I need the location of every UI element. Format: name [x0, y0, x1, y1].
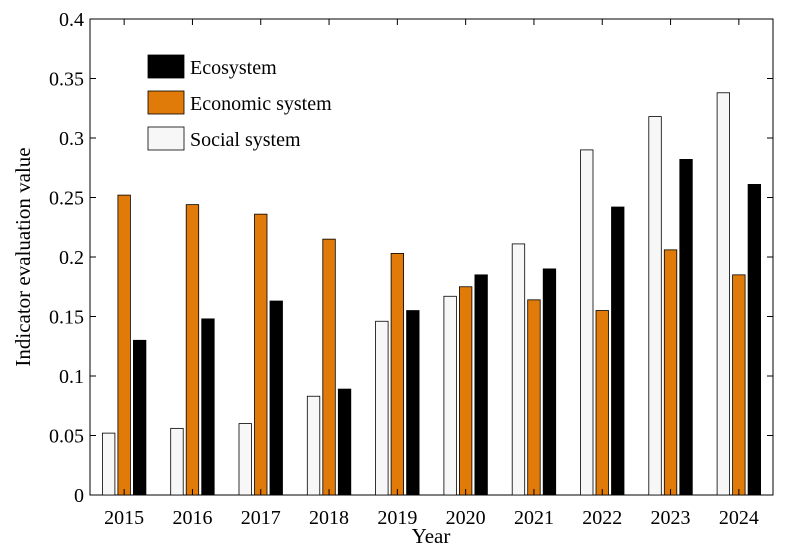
- bar-economic-system-2024: [732, 274, 746, 496]
- x-tick-label: 2018: [309, 507, 349, 529]
- bar-ecosystem-2023: [679, 159, 693, 496]
- bar-economic-system-2017: [254, 213, 268, 496]
- bar-social-system-2022: [580, 149, 594, 496]
- y-tick-label: 0.25: [49, 188, 84, 210]
- y-tick-label: 0.15: [49, 307, 84, 329]
- bar-economic-system-2020: [458, 286, 473, 496]
- x-tick-label: 2017: [241, 507, 281, 529]
- bar-ecosystem-2022: [611, 206, 625, 496]
- bar-social-system-2020: [443, 295, 457, 496]
- x-tick-label: 2021: [514, 507, 554, 529]
- bar-social-system-2024: [716, 92, 730, 496]
- bar-social-system-2018: [306, 395, 321, 496]
- bar-economic-system-2016: [185, 204, 200, 496]
- bar-economic-system-2019: [390, 253, 405, 496]
- x-tick-label: 2023: [651, 507, 691, 529]
- y-tick-label: 0.35: [49, 69, 84, 91]
- x-axis-label: Year: [412, 524, 451, 547]
- bar-economic-system-2015: [117, 194, 131, 496]
- x-tick-label: 2015: [104, 507, 144, 529]
- bar-social-system-2017: [238, 423, 252, 496]
- legend: Ecosystem Economic system Social system: [147, 54, 332, 151]
- x-tick-label: 2019: [377, 507, 417, 529]
- bar-ecosystem-2019: [406, 310, 420, 496]
- bars-group: [102, 92, 761, 496]
- ticks-group: 0 0.05 0.1 0.15 0.2 0.25 0.3 0.35 0.4 2015 2016 201…: [49, 9, 773, 529]
- y-tick-label: 0.1: [59, 366, 84, 388]
- bar-economic-system-2023: [663, 249, 678, 496]
- legend-label-social-system: Social system: [190, 129, 301, 151]
- y-tick-label: 0: [74, 485, 84, 507]
- bar-ecosystem-2024: [747, 184, 761, 496]
- y-tick-label: 0.3: [59, 128, 84, 150]
- bar-social-system-2021: [511, 243, 526, 496]
- legend-label-economic-system: Economic system: [190, 93, 332, 115]
- y-tick-label: 0.2: [59, 247, 84, 269]
- bar-social-system-2015: [102, 432, 116, 496]
- bar-ecosystem-2016: [201, 318, 215, 496]
- bar-ecosystem-2020: [474, 274, 488, 496]
- bar-social-system-2023: [648, 116, 662, 496]
- bar-ecosystem-2015: [132, 339, 147, 496]
- legend-swatch-ecosystem: [147, 54, 185, 79]
- legend-label-ecosystem: Ecosystem: [190, 57, 277, 79]
- x-tick-label: 2022: [582, 507, 622, 529]
- bar-economic-system-2021: [527, 299, 541, 496]
- bar-economic-system-2018: [322, 238, 336, 496]
- bar-economic-system-2022: [595, 310, 609, 496]
- bar-social-system-2016: [170, 427, 184, 496]
- bar-social-system-2019: [375, 320, 389, 496]
- y-axis-label: Indicator evaluation value: [11, 147, 35, 366]
- legend-swatch-social-system: [147, 126, 185, 151]
- bar-ecosystem-2017: [269, 300, 283, 496]
- x-tick-label: 2024: [719, 507, 759, 529]
- x-tick-label: 2020: [446, 507, 486, 529]
- legend-swatch-economic-system: [147, 90, 185, 115]
- x-tick-label: 2016: [172, 507, 212, 529]
- bar-ecosystem-2021: [542, 268, 557, 496]
- y-tick-label: 0.05: [49, 426, 84, 448]
- bar-ecosystem-2018: [337, 388, 352, 496]
- y-tick-label: 0.4: [59, 9, 84, 31]
